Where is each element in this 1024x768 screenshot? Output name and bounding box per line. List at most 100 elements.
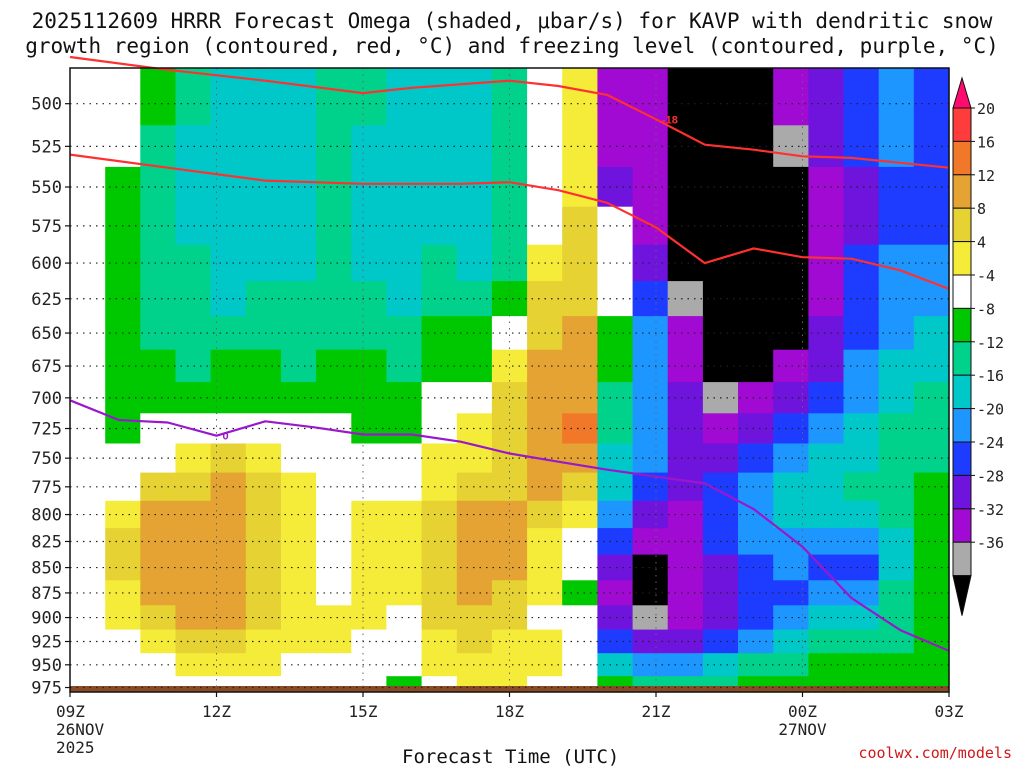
omega-cell xyxy=(562,281,598,317)
y-tick-label: 850 xyxy=(31,559,62,579)
omega-cell xyxy=(632,443,669,474)
omega-cell xyxy=(667,349,704,383)
omega-cell xyxy=(843,605,880,631)
omega-cell xyxy=(667,413,704,444)
omega-cell xyxy=(738,68,774,126)
omega-cell xyxy=(738,472,774,502)
omega-cell xyxy=(210,580,247,606)
omega-cell xyxy=(632,206,669,246)
omega-cell xyxy=(562,413,598,444)
y-tick-label: 650 xyxy=(31,324,62,344)
omega-cell xyxy=(140,244,177,282)
colorbar-segment xyxy=(952,341,972,376)
colorbar-tick-label: -28 xyxy=(977,467,1004,485)
colorbar-segment xyxy=(952,307,972,343)
omega-cell xyxy=(351,68,388,126)
omega-cell xyxy=(386,605,423,631)
omega-cell xyxy=(562,166,598,208)
omega-cell xyxy=(843,206,880,246)
omega-cell xyxy=(210,349,247,383)
y-tick-label: 600 xyxy=(31,254,62,274)
omega-cell xyxy=(913,653,950,677)
omega-cell xyxy=(808,413,845,444)
omega-cell xyxy=(632,528,669,556)
omega-cell xyxy=(245,316,282,351)
omega-cell xyxy=(808,206,845,246)
omega-cell xyxy=(421,629,458,654)
omega-cell xyxy=(245,554,282,581)
omega-cell xyxy=(421,528,458,556)
omega-cell xyxy=(210,472,247,502)
omega-cell xyxy=(140,166,177,208)
y-tick-label: 550 xyxy=(31,178,62,198)
omega-cell xyxy=(597,244,634,282)
omega-cell xyxy=(667,653,704,677)
omega-cell xyxy=(632,166,669,208)
omega-cell xyxy=(386,629,423,654)
omega-cell xyxy=(210,629,247,654)
colorbar-tick-label: 12 xyxy=(977,167,995,185)
omega-cell xyxy=(562,244,598,282)
colorbar-segment xyxy=(952,207,972,243)
omega-cell xyxy=(632,554,669,581)
omega-cell xyxy=(70,413,106,444)
omega-cell xyxy=(70,68,106,126)
omega-cell xyxy=(597,554,634,581)
omega-cell xyxy=(808,382,845,414)
omega-cell xyxy=(597,528,634,556)
omega-cell xyxy=(843,316,880,351)
omega-cell xyxy=(70,316,106,351)
omega-cell xyxy=(843,629,880,654)
omega-cell xyxy=(738,281,774,317)
omega-cell xyxy=(632,316,669,351)
omega-cell xyxy=(667,206,704,246)
colorbar-tick-label: 20 xyxy=(977,100,995,118)
colorbar-tick-label: 16 xyxy=(977,133,995,151)
omega-cell xyxy=(210,316,247,351)
omega-cell xyxy=(913,68,950,126)
omega-cell xyxy=(140,472,177,502)
omega-cell xyxy=(738,443,774,474)
omega-cell xyxy=(386,206,423,246)
omega-cell xyxy=(140,125,177,168)
ground-layer xyxy=(70,686,949,692)
x-tick-label: 21Z xyxy=(642,702,671,721)
omega-cell xyxy=(632,629,669,654)
omega-cell xyxy=(913,349,950,383)
omega-cell xyxy=(843,443,880,474)
omega-cell xyxy=(562,68,598,126)
omega-cell xyxy=(667,166,704,208)
x-tick-sublabel: 27NOV xyxy=(778,720,827,739)
omega-cell xyxy=(105,68,141,126)
x-axis-title: Forecast Time (UTC) xyxy=(402,746,620,768)
omega-cell xyxy=(597,349,634,383)
omega-cell xyxy=(140,443,177,474)
omega-cell xyxy=(808,500,845,529)
colorbar-tick-label: 4 xyxy=(977,234,986,252)
omega-cell xyxy=(140,653,177,677)
omega-cell xyxy=(316,580,352,606)
omega-cell xyxy=(70,580,106,606)
omega-cell xyxy=(843,500,880,529)
omega-cell xyxy=(245,413,282,444)
colorbar-segment xyxy=(952,508,972,543)
omega-cell xyxy=(632,281,669,317)
omega-cell xyxy=(632,349,669,383)
omega-cell xyxy=(632,382,669,414)
omega-cell xyxy=(70,244,106,282)
omega-cell xyxy=(70,382,106,414)
omega-cell xyxy=(245,281,282,317)
x-tick-label: 03Z xyxy=(935,702,964,721)
grid-lines xyxy=(70,68,949,692)
omega-cell xyxy=(210,125,247,168)
omega-cell xyxy=(210,500,247,529)
omega-cell xyxy=(808,125,845,168)
omega-cell xyxy=(70,472,106,502)
omega-cell xyxy=(913,244,950,282)
omega-cell xyxy=(843,472,880,502)
omega-cell xyxy=(70,554,106,581)
contour-label: 0 xyxy=(223,431,229,443)
omega-cell xyxy=(597,281,634,317)
omega-cell xyxy=(245,472,282,502)
